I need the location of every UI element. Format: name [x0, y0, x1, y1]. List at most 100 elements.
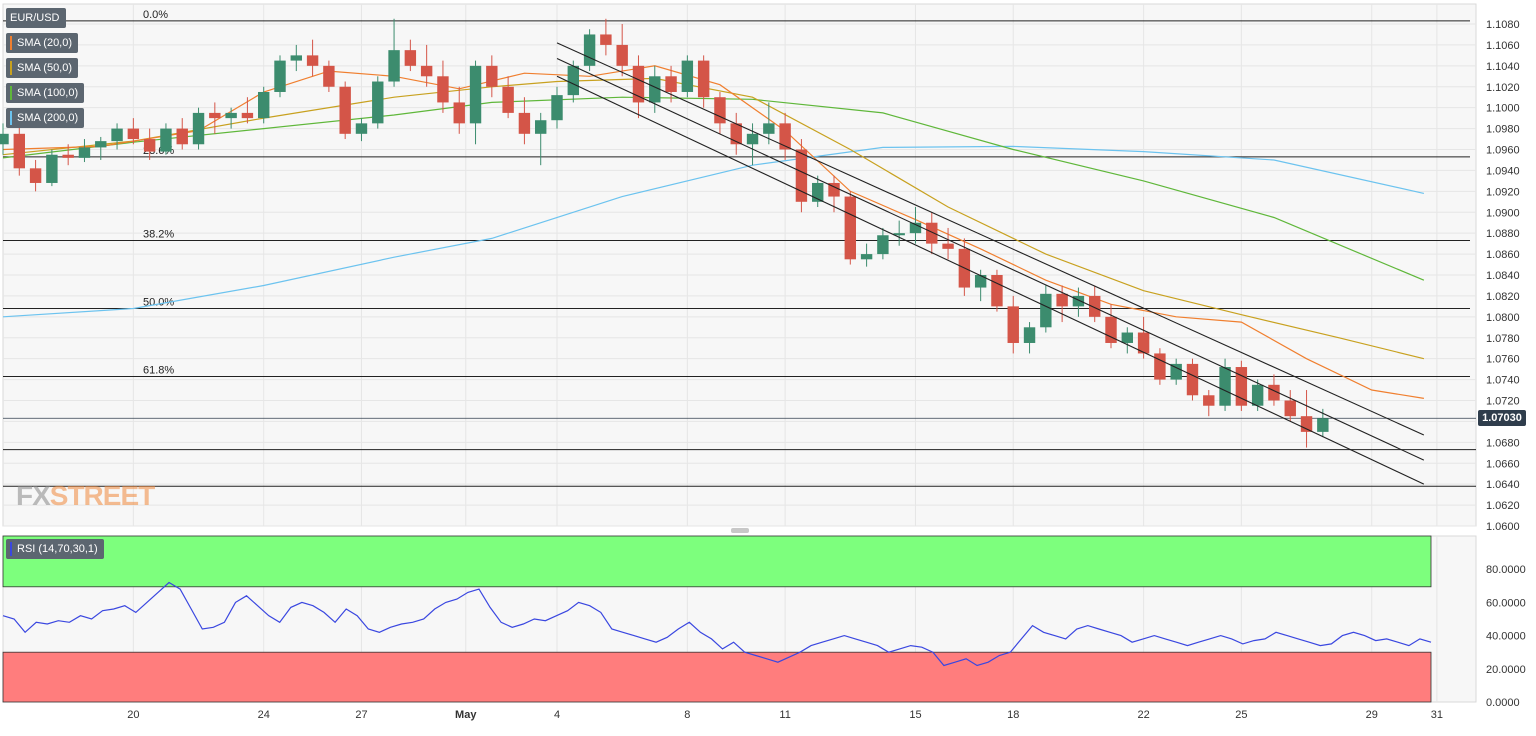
bullish-candle [877, 235, 889, 255]
rsi-axis-tick-label: 0.0000 [1486, 697, 1520, 709]
price-axis-tick-label: 1.1020 [1486, 82, 1520, 94]
fxstreet-watermark: FXSTREET [16, 480, 155, 512]
time-axis-tick-label: 8 [684, 709, 690, 721]
time-axis-tick-label: 15 [909, 709, 921, 721]
bearish-candle [420, 65, 433, 77]
price-axis-tick-label: 1.0980 [1486, 124, 1520, 136]
bearish-candle [991, 275, 1003, 307]
legend-sma-200[interactable]: SMA (200,0) [6, 108, 85, 128]
bearish-candle [1137, 332, 1150, 354]
bullish-candle [372, 81, 384, 124]
time-axis-tick-label: 4 [554, 709, 560, 721]
bearish-candle [143, 139, 156, 152]
bullish-candle [763, 123, 775, 134]
bullish-candle [160, 128, 172, 152]
sma-20-line [2, 65, 1424, 399]
pane-resize-handle[interactable] [731, 528, 749, 533]
bearish-candle [1089, 295, 1101, 317]
rsi-axis-tick-label: 60.0000 [1486, 597, 1526, 609]
bearish-candle [127, 128, 140, 140]
sma-100-swatch [10, 86, 12, 100]
bearish-candle [1268, 384, 1280, 401]
rsi-axis-tick-label: 80.0000 [1486, 564, 1526, 576]
time-axis-tick-label: 22 [1137, 709, 1149, 721]
time-axis-tick-label: 11 [779, 709, 790, 721]
bearish-candle [714, 97, 726, 124]
price-axis-tick-label: 1.0940 [1486, 165, 1520, 177]
price-pane [2, 3, 1477, 527]
fibonacci-level-label: 61.8% [143, 364, 174, 376]
time-axis-tick-label: May [455, 709, 477, 721]
time-axis-tick-label: 24 [258, 709, 270, 721]
bearish-candle [453, 102, 465, 124]
legend-instrument[interactable]: EUR/USD [6, 8, 66, 28]
fibonacci-level-label: 38.2% [143, 228, 174, 240]
price-axis-tick-label: 1.0840 [1486, 270, 1520, 282]
bullish-candle [1072, 295, 1085, 307]
bearish-candle [779, 123, 791, 150]
bullish-candle [567, 65, 580, 96]
bearish-candle [795, 149, 808, 202]
sma-200-swatch [10, 111, 12, 125]
bearish-candle [697, 60, 710, 98]
bearish-candle [600, 34, 612, 45]
rsi-axis-tick-label: 20.0000 [1486, 664, 1526, 676]
bearish-candle [1284, 400, 1296, 417]
price-axis-tick-label: 1.0620 [1486, 500, 1520, 512]
price-axis-tick-label: 1.1040 [1486, 61, 1520, 73]
bullish-candle [258, 91, 270, 119]
bullish-candle [860, 254, 873, 260]
bearish-candle [730, 123, 742, 145]
price-axis-tick-label: 1.0880 [1486, 228, 1520, 240]
legend-rsi[interactable]: RSI (14,70,30,1) [6, 539, 104, 559]
bearish-candle [1007, 306, 1019, 343]
bullish-candle [192, 112, 205, 145]
price-axis-tick-label: 1.0680 [1486, 437, 1520, 449]
bullish-candle [535, 120, 547, 134]
bullish-candle [0, 133, 9, 145]
bearish-candle [1056, 293, 1068, 307]
bullish-candle [46, 154, 58, 183]
price-axis-tick-label: 1.1080 [1486, 19, 1520, 31]
bearish-candle [518, 112, 531, 134]
bullish-candle [649, 76, 661, 103]
legend-sma-50[interactable]: SMA (50,0) [6, 58, 79, 78]
bearish-candle [404, 50, 417, 66]
bearish-candle [942, 243, 954, 249]
sma-50-line [2, 77, 1425, 360]
price-axis-tick-label: 1.0660 [1486, 458, 1520, 470]
price-axis-tick-label: 1.0820 [1486, 291, 1520, 303]
price-axis-tick-label: 1.0600 [1486, 521, 1520, 533]
sma-200-line [2, 145, 1425, 318]
sma-20-swatch [10, 36, 12, 50]
price-axis-tick-label: 1.1000 [1486, 103, 1520, 115]
bearish-candle [1105, 316, 1117, 343]
rsi-overbought-zone [2, 535, 1432, 588]
bearish-candle [665, 76, 677, 92]
bullish-candle [909, 222, 922, 234]
bullish-candle [1317, 418, 1329, 432]
sma-100-line [2, 96, 1425, 281]
price-axis-tick-label: 1.0760 [1486, 354, 1520, 366]
price-axis-tick-label: 1.0800 [1486, 312, 1520, 324]
time-axis-tick-label: 25 [1235, 709, 1247, 721]
bearish-candle [1154, 353, 1166, 380]
bearish-candle [209, 112, 221, 119]
bullish-candle [583, 34, 596, 66]
bearish-candle [176, 128, 188, 145]
price-axis-tick-label: 1.0960 [1486, 145, 1520, 157]
time-axis-tick-label: 31 [1431, 709, 1443, 721]
chart-legend: EUR/USD SMA (20,0) SMA (50,0) SMA (100,0… [6, 8, 85, 128]
watermark-fx: FX [16, 480, 51, 511]
bullish-candle [681, 60, 694, 92]
bullish-candle [95, 141, 107, 148]
bearish-candle [1300, 416, 1313, 432]
time-axis-tick-label: 27 [355, 709, 367, 721]
legend-sma-100[interactable]: SMA (100,0) [6, 83, 85, 103]
bullish-candle [893, 233, 905, 236]
descending-channel-line [556, 75, 1425, 485]
bullish-candle [1040, 293, 1052, 328]
bullish-candle [274, 60, 286, 92]
legend-sma-20[interactable]: SMA (20,0) [6, 33, 79, 53]
